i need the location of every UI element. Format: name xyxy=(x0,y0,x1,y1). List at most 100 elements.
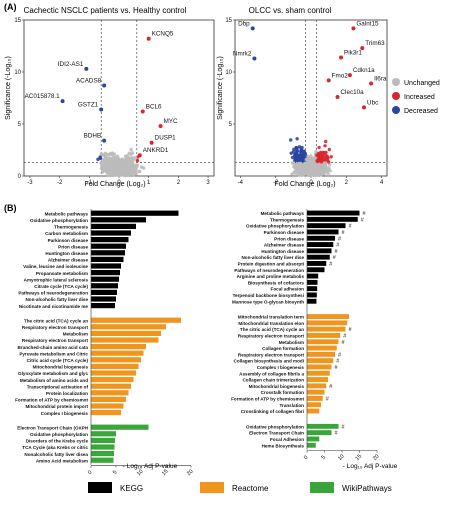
bar-category-label: Nicotinate and nicotinamide me xyxy=(19,304,89,309)
bar xyxy=(307,326,346,332)
gene-point xyxy=(102,153,107,158)
gene-point xyxy=(300,171,304,176)
bar xyxy=(91,263,121,269)
gene-point xyxy=(134,168,138,172)
labeled-gene-point xyxy=(60,99,65,104)
legend-decreased-label: Decreased xyxy=(404,108,438,115)
bar xyxy=(307,408,320,414)
bar-category-label: Oxidative phosphorylation xyxy=(246,224,304,229)
legend-reactome-swatch xyxy=(200,482,224,493)
gene-point xyxy=(298,167,302,172)
y-tick-label: 5 xyxy=(18,122,22,128)
significance-mark: # xyxy=(336,243,340,249)
bar xyxy=(91,344,146,350)
bar-category-label: Non-alcoholic fatty liver dise xyxy=(25,297,88,302)
bar-category-label: Amino Acid metabolism xyxy=(36,458,88,463)
bar xyxy=(91,243,126,249)
bar-category-label: Metabolism xyxy=(279,340,304,345)
volcano-right-title: OLCC vs. sham control xyxy=(249,6,332,15)
gene-point xyxy=(127,167,131,171)
bar-category-label: Protein digestion and absorpti xyxy=(238,262,304,267)
bar xyxy=(307,436,320,442)
gene-point xyxy=(322,170,326,174)
bar xyxy=(91,350,144,356)
bar xyxy=(91,357,141,363)
gene-point xyxy=(326,172,330,177)
gene-point xyxy=(113,155,117,159)
gene-point xyxy=(297,153,301,158)
bar xyxy=(91,444,115,450)
bar xyxy=(91,276,119,282)
gene-point xyxy=(106,168,111,173)
bar-category-label: Electron Transport Chain xyxy=(249,431,304,436)
x-tick-label: 2 xyxy=(177,180,181,186)
significance-mark: # xyxy=(349,224,353,230)
gene-point xyxy=(329,155,333,159)
bar-category-label: Prion disease xyxy=(274,236,304,241)
significance-mark: # xyxy=(343,334,347,340)
bar xyxy=(307,383,327,389)
labeled-gene-point xyxy=(351,26,356,31)
bar xyxy=(307,210,360,216)
bar-category-label: Respiratory electron transport xyxy=(238,334,305,339)
bar xyxy=(307,423,339,429)
gene-point xyxy=(135,163,139,167)
gene-point xyxy=(324,139,328,144)
bar xyxy=(307,235,335,241)
bar-category-label: Mitochondrial protein import xyxy=(25,404,88,409)
x-tick-label: 15 xyxy=(355,454,364,463)
legend-unchanged-swatch xyxy=(392,78,400,86)
gene-point xyxy=(105,152,109,157)
x-tick-label: 2 xyxy=(345,180,349,186)
x-tick-label: 20 xyxy=(372,454,381,463)
bar xyxy=(307,377,328,382)
gene-point xyxy=(309,154,313,158)
bar-category-label: Translation xyxy=(279,403,304,408)
x-tick-label: 4 xyxy=(380,180,384,186)
gene-point xyxy=(324,150,328,155)
bar-category-label: Focal adhesion xyxy=(271,287,305,292)
gene-point xyxy=(291,161,296,165)
bar xyxy=(307,351,335,357)
labeled-gene-point xyxy=(99,107,104,112)
bar xyxy=(91,250,125,256)
bar xyxy=(307,314,349,319)
significance-mark: # xyxy=(361,217,365,223)
bar xyxy=(307,442,316,448)
legend-wiki-label: WikiPathways xyxy=(342,484,392,493)
legend-reactome-label: Reactome xyxy=(232,484,269,493)
bar-category-label: Pathways of neurodegeneration xyxy=(234,268,304,273)
bar-category-label: Huntington disease xyxy=(261,249,304,254)
bar xyxy=(91,223,136,229)
gene-point xyxy=(319,156,324,160)
gene-point xyxy=(303,167,308,172)
volcano-left-xlabel: Fold Change (Log₂) xyxy=(84,181,145,188)
gene-point xyxy=(130,151,135,155)
bar-category-label: Transcriptional activation of xyxy=(27,384,89,389)
bar-category-label: TCA Cycle (aka Krebs or citric xyxy=(22,445,88,450)
legend-panel-b: KEGG Reactome WikiPathways xyxy=(88,482,392,493)
bar xyxy=(91,457,114,463)
bar-category-label: Terpenoid backbone biosynthesi xyxy=(233,293,304,298)
gene-label: ANKRD1 xyxy=(143,147,169,154)
gene-point xyxy=(130,157,135,161)
y-tick-label: 5 xyxy=(229,122,233,128)
bar-category-label: Disorders of the Krebs cycle xyxy=(26,439,89,444)
bar-category-label: Oxidative phosphorylation xyxy=(246,424,304,429)
gene-point xyxy=(291,150,296,154)
y-tick-label: 10 xyxy=(225,70,232,76)
bar xyxy=(307,402,321,408)
bar xyxy=(91,390,129,396)
x-tick-label: 20 xyxy=(186,469,195,478)
bar-category-label: Formation of ATP by chemiosmot xyxy=(231,397,304,402)
bar-category-label: Electron Transport Chain (OXPH xyxy=(17,425,88,430)
significance-mark: # xyxy=(342,230,346,236)
significance-mark: # xyxy=(349,327,353,333)
gene-point xyxy=(119,161,124,165)
y-tick-label: 0 xyxy=(18,174,22,180)
x-tick-label: 0 xyxy=(309,180,313,186)
bar-category-label: Formation of ATP by chemiosmot xyxy=(15,398,88,403)
gene-point xyxy=(127,151,131,155)
bar-category-label: Collagen formation xyxy=(262,346,304,351)
